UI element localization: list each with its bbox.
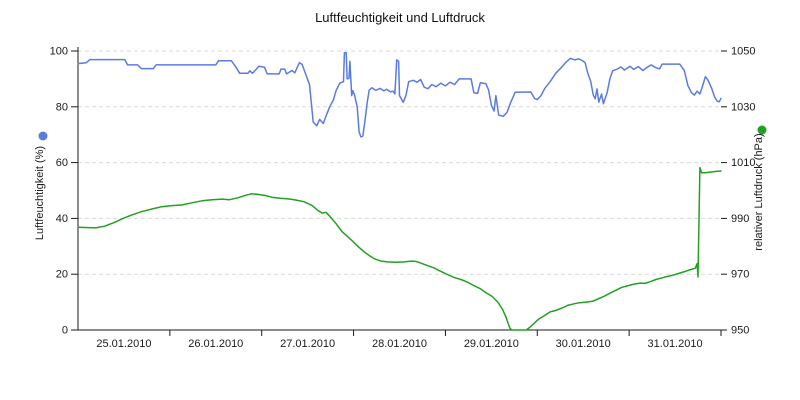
x-axis-date-label: 31.01.2010 xyxy=(648,338,703,350)
chart-title: Luftfeuchtigkeit und Luftdruck xyxy=(315,10,485,25)
left-axis-tick-label: 80 xyxy=(56,101,68,113)
x-axis-date-label: 27.01.2010 xyxy=(280,338,335,350)
pressure-line xyxy=(77,166,722,331)
right-axis-tick-label: 1050 xyxy=(731,46,755,58)
x-axis-date-label: 29.01.2010 xyxy=(464,338,519,350)
right-axis-tick-label: 1030 xyxy=(731,101,755,113)
left-axis-tick-label: 20 xyxy=(56,269,68,281)
left-axis-title: Luftfeuchtigkeit (%) xyxy=(34,146,46,240)
right-axis-tick-label: 990 xyxy=(731,213,749,225)
x-axis-date-label: 30.01.2010 xyxy=(556,338,611,350)
right-axis-tick-label: 1010 xyxy=(731,157,755,169)
pressure-legend-dot xyxy=(757,125,767,135)
right-axis-tick-label: 970 xyxy=(731,269,749,281)
right-axis-title: relativer Luftdruck (hPa) xyxy=(753,133,765,250)
left-axis-tick-label: 0 xyxy=(62,325,68,337)
left-axis-tick-label: 60 xyxy=(56,157,68,169)
humidity-legend-dot xyxy=(38,131,48,141)
x-axis-date-label: 26.01.2010 xyxy=(188,338,243,350)
x-axis-date-label: 28.01.2010 xyxy=(372,338,427,350)
x-axis-date-label: 25.01.2010 xyxy=(96,338,151,350)
left-axis-tick-label: 40 xyxy=(56,213,68,225)
left-axis-tick-label: 100 xyxy=(50,46,68,58)
humidity-line xyxy=(77,51,722,138)
right-axis-tick-label: 950 xyxy=(731,325,749,337)
